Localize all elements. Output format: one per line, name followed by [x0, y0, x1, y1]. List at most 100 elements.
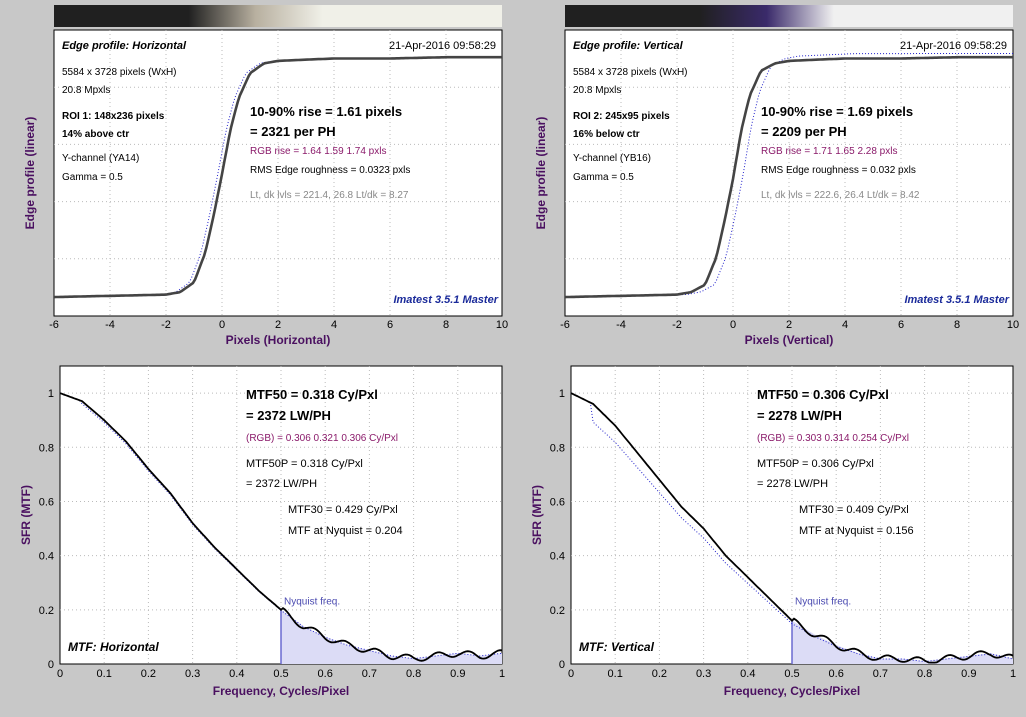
roughness-text: RMS Edge roughness = 0.032 pxls	[761, 165, 916, 176]
x-tick-label: 0	[219, 319, 225, 331]
info-line: 5584 x 3728 pixels (WxH)	[573, 67, 688, 78]
tone-bar	[54, 5, 502, 27]
x-tick-label: 6	[898, 319, 904, 331]
info-line: 16% below ctr	[573, 129, 640, 140]
series-channel-line	[570, 392, 1014, 663]
info-line: ROI 1: 148x236 pixels	[62, 111, 165, 122]
x-tick-label: 0.4	[229, 668, 244, 680]
x-tick-label: 10	[496, 319, 508, 331]
x-tick-label: 0.6	[829, 668, 844, 680]
chart-title: MTF: Horizontal	[68, 640, 159, 654]
x-tick-label: 0.4	[740, 668, 755, 680]
x-tick-label: -4	[105, 319, 115, 331]
x-tick-label: 1	[499, 668, 505, 680]
mtf30-text: MTF30 = 0.409 Cy/Pxl	[799, 504, 909, 516]
plot-area	[53, 29, 503, 317]
x-tick-label: 0.6	[318, 668, 333, 680]
series-line	[59, 392, 503, 662]
x-tick-label: 0.1	[97, 668, 112, 680]
nyquist-shaded-region	[281, 609, 502, 664]
x-tick-label: 0.8	[917, 668, 932, 680]
mtf-nyquist-text: MTF at Nyquist = 0.204	[288, 525, 403, 537]
info-line: 20.8 Mpxls	[62, 85, 110, 96]
series-line	[53, 55, 502, 299]
info-line: Gamma = 0.5	[62, 172, 123, 183]
x-tick-label: -4	[616, 319, 626, 331]
x-tick-label: 0.1	[608, 668, 623, 680]
y-axis-label: SFR (MTF)	[19, 485, 33, 545]
timestamp: 21-Apr-2016 09:58:29	[389, 40, 496, 52]
x-tick-label: 0.9	[961, 668, 976, 680]
x-axis-label: Pixels (Horizontal)	[226, 333, 331, 347]
y-tick-label: 0.4	[550, 551, 565, 563]
series-line	[564, 55, 1013, 299]
x-axis-label: Pixels (Vertical)	[745, 333, 834, 347]
x-tick-label: 0.3	[185, 668, 200, 680]
y-tick-label: 1	[559, 388, 565, 400]
mtf-nyquist-text: MTF at Nyquist = 0.156	[799, 525, 914, 537]
x-tick-label: 6	[387, 319, 393, 331]
info-line: Gamma = 0.5	[573, 172, 634, 183]
panel-edge-h: -6 -4 -2 0 2 4 6 8 10 Edge profile: Horizontal 21-…	[23, 5, 508, 347]
brand-label: Imatest 3.5.1 Master	[904, 294, 1009, 306]
x-axis-label: Frequency, Cycles/Pixel	[213, 684, 350, 698]
x-tick-label: -2	[672, 319, 682, 331]
x-tick-label: 0.5	[784, 668, 799, 680]
per-ph-text: = 2321 per PH	[250, 124, 336, 139]
x-tick-label: 0.5	[273, 668, 288, 680]
mtf50p-text: MTF50P = 0.318 Cy/Pxl	[246, 458, 363, 470]
x-tick-label: -6	[560, 319, 570, 331]
x-tick-label: 0.7	[873, 668, 888, 680]
nyquist-label: Nyquist freq.	[284, 596, 340, 607]
y-tick-label: 0.8	[39, 442, 54, 454]
y-tick-label: 0	[559, 659, 565, 671]
x-tick-label: 0.3	[696, 668, 711, 680]
y-axis-label: SFR (MTF)	[530, 485, 544, 545]
x-tick-label: 0.7	[362, 668, 377, 680]
levels-text: Lt, dk lvls = 221.4, 26.8 Lt/dk = 8.27	[250, 190, 409, 201]
y-tick-label: 0.2	[550, 605, 565, 617]
mtf30-text: MTF30 = 0.429 Cy/Pxl	[288, 504, 398, 516]
x-tick-label: 4	[842, 319, 848, 331]
x-tick-label: 0.8	[406, 668, 421, 680]
x-tick-label: 10	[1007, 319, 1019, 331]
lwph-text: = 2372 LW/PH	[246, 408, 331, 423]
plot-area	[564, 29, 1014, 317]
info-line: ROI 2: 245x95 pixels	[573, 111, 670, 122]
series-line	[570, 392, 1014, 664]
x-tick-label: 2	[786, 319, 792, 331]
x-tick-label: 0	[57, 668, 63, 680]
y-tick-label: 0.8	[550, 442, 565, 454]
x-tick-label: 2	[275, 319, 281, 331]
x-tick-label: -2	[161, 319, 171, 331]
lwph2-text: = 2278 LW/PH	[757, 478, 828, 490]
lwph2-text: = 2372 LW/PH	[246, 478, 317, 490]
y-tick-label: 1	[48, 388, 54, 400]
roughness-text: RMS Edge roughness = 0.0323 pxls	[250, 165, 410, 176]
panel-mtf-h: 0 0.1 0.2 0.3 0.4 0.5 0.6 0.7 0.8 0.9 1 0 0.2 0.4 0.6 0…	[19, 365, 505, 698]
info-line: 20.8 Mpxls	[573, 85, 621, 96]
brand-label: Imatest 3.5.1 Master	[393, 294, 498, 306]
nyquist-shaded-region	[792, 620, 1013, 664]
info-line: Y-channel (YA14)	[62, 153, 139, 164]
x-axis-label: Frequency, Cycles/Pixel	[724, 684, 861, 698]
rgb-mtf-text: (RGB) = 0.303 0.314 0.254 Cy/Pxl	[757, 433, 909, 444]
per-ph-text: = 2209 per PH	[761, 124, 847, 139]
chart-title: MTF: Vertical	[579, 640, 655, 654]
y-tick-label: 0.6	[39, 496, 54, 508]
mtf50p-text: MTF50P = 0.306 Cy/Pxl	[757, 458, 874, 470]
x-tick-label: 0.9	[450, 668, 465, 680]
rgb-rise-text: RGB rise = 1.64 1.59 1.74 pxls	[250, 146, 386, 157]
y-tick-label: 0	[48, 659, 54, 671]
rise-text: 10-90% rise = 1.69 pixels	[761, 104, 913, 119]
y-tick-label: 0.2	[39, 605, 54, 617]
info-line: 14% above ctr	[62, 129, 129, 140]
x-tick-label: -6	[49, 319, 59, 331]
tone-bar	[565, 5, 1013, 27]
lwph-text: = 2278 LW/PH	[757, 408, 842, 423]
y-axis-label: Edge profile (linear)	[23, 117, 37, 230]
x-tick-label: 8	[443, 319, 449, 331]
x-tick-label: 0.2	[141, 668, 156, 680]
x-tick-label: 8	[954, 319, 960, 331]
